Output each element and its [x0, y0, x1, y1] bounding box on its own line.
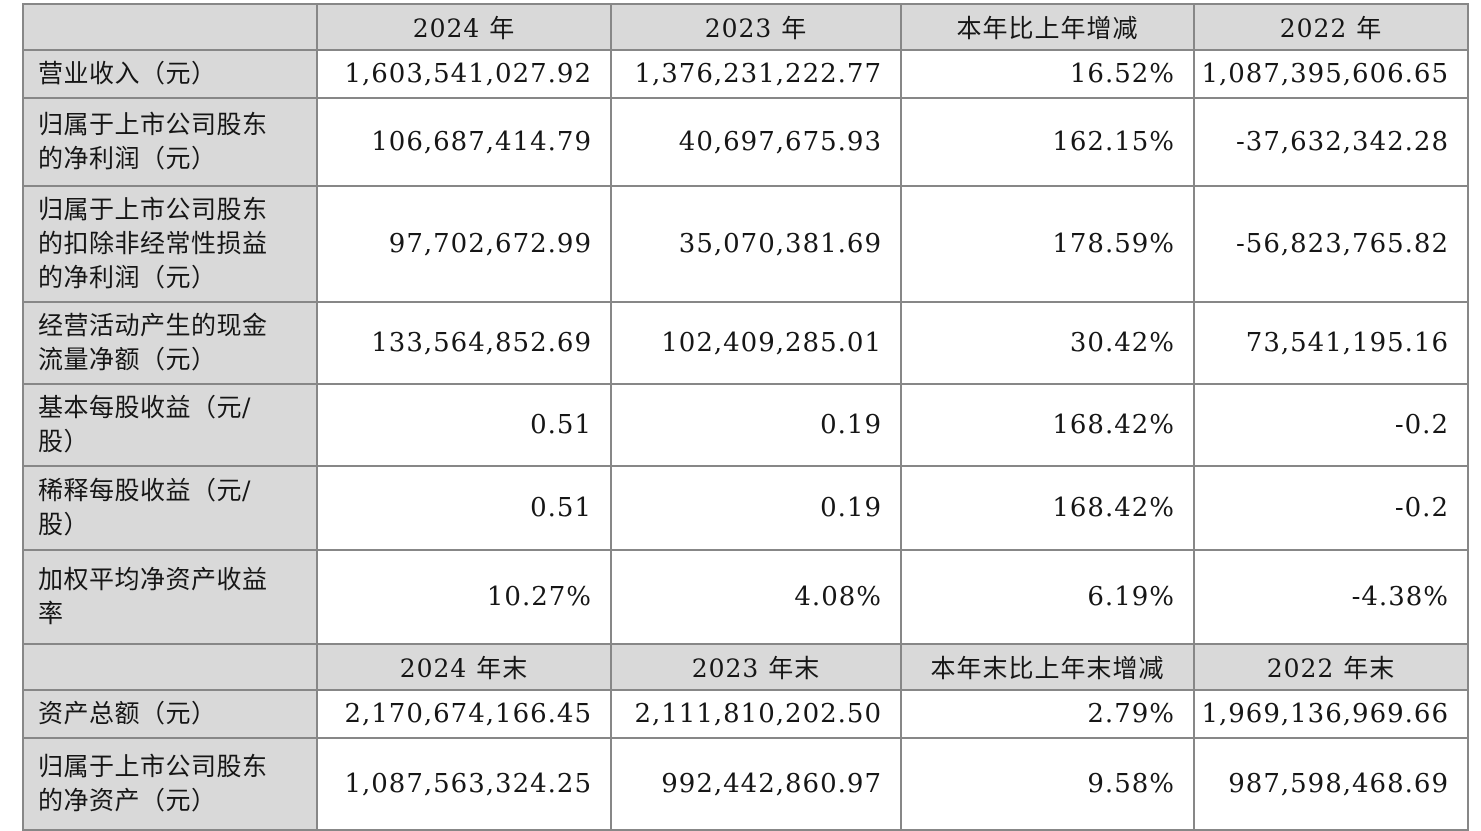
deducted-net-profit-value-2022: -56,823,765.82	[1193, 185, 1469, 303]
corner-cell-year-end	[22, 643, 318, 691]
row-label-weighted-avg-roe: 加权平均净资产收益 率	[22, 549, 318, 645]
row-label-net-profit-text: 归属于上市公司股东 的净利润（元）	[38, 110, 268, 173]
operating-cash-flow-yoy-change: 30.42%	[900, 301, 1195, 385]
weighted-avg-roe-value-2023: 4.08%	[610, 549, 902, 645]
diluted-eps-value-2024: 0.51	[316, 465, 612, 551]
revenue-value-2024: 1,603,541,027.92	[316, 49, 612, 99]
row-net-assets: 归属于上市公司股东 的净资产（元） 1,087,563,324.25 992,4…	[22, 737, 1469, 831]
basic-eps-value-2023: 0.19	[610, 383, 902, 467]
row-revenue: 营业收入（元） 1,603,541,027.92 1,376,231,222.7…	[22, 49, 1469, 99]
row-label-total-assets: 资产总额（元）	[22, 689, 318, 739]
net-profit-value-2024: 106,687,414.79	[316, 97, 612, 187]
operating-cash-flow-value-2023: 102,409,285.01	[610, 301, 902, 385]
deducted-net-profit-yoy-change: 178.59%	[900, 185, 1195, 303]
net-assets-value-2024: 1,087,563,324.25	[316, 737, 612, 831]
revenue-value-2022: 1,087,395,606.65	[1193, 49, 1469, 99]
operating-cash-flow-value-2022: 73,541,195.16	[1193, 301, 1469, 385]
basic-eps-value-2024: 0.51	[316, 383, 612, 467]
total-assets-value-2024: 2,170,674,166.45	[316, 689, 612, 739]
row-label-revenue: 营业收入（元）	[22, 49, 318, 99]
net-assets-value-2022: 987,598,468.69	[1193, 737, 1469, 831]
column-header-2024-year-end: 2024 年末	[316, 643, 612, 691]
row-deducted-net-profit: 归属于上市公司股东 的扣除非经常性损益 的净利润（元） 97,702,672.9…	[22, 185, 1469, 303]
deducted-net-profit-value-2024: 97,702,672.99	[316, 185, 612, 303]
column-header-year-end-change: 本年末比上年末增减	[900, 643, 1195, 691]
basic-eps-value-2022: -0.2	[1193, 383, 1469, 467]
row-label-basic-eps: 基本每股收益（元/ 股）	[22, 383, 318, 467]
total-assets-year-end-change: 2.79%	[900, 689, 1195, 739]
operating-cash-flow-value-2024: 133,564,852.69	[316, 301, 612, 385]
diluted-eps-value-2022: -0.2	[1193, 465, 1469, 551]
row-label-diluted-eps: 稀释每股收益（元/ 股）	[22, 465, 318, 551]
row-label-weighted-avg-roe-text: 加权平均净资产收益 率	[38, 565, 268, 628]
weighted-avg-roe-value-2022: -4.38%	[1193, 549, 1469, 645]
header-row-year-end: 2024 年末 2023 年末 本年末比上年末增减 2022 年末	[22, 643, 1469, 691]
net-assets-year-end-change: 9.58%	[900, 737, 1195, 831]
row-label-total-assets-text: 资产总额（元）	[38, 699, 217, 728]
column-header-2022-year-end: 2022 年末	[1193, 643, 1469, 691]
column-header-yoy-change: 本年比上年增减	[900, 3, 1195, 51]
corner-cell-annual	[22, 3, 318, 51]
basic-eps-yoy-change: 168.42%	[900, 383, 1195, 467]
net-profit-yoy-change: 162.15%	[900, 97, 1195, 187]
row-operating-cash-flow: 经营活动产生的现金 流量净额（元） 133,564,852.69 102,409…	[22, 301, 1469, 385]
row-label-diluted-eps-text: 稀释每股收益（元/ 股）	[38, 476, 251, 539]
row-label-deducted-net-profit-text: 归属于上市公司股东 的扣除非经常性损益 的净利润（元）	[38, 195, 268, 292]
row-net-profit: 归属于上市公司股东 的净利润（元） 106,687,414.79 40,697,…	[22, 97, 1469, 187]
row-label-net-assets: 归属于上市公司股东 的净资产（元）	[22, 737, 318, 831]
diluted-eps-value-2023: 0.19	[610, 465, 902, 551]
row-label-operating-cash-flow: 经营活动产生的现金 流量净额（元）	[22, 301, 318, 385]
diluted-eps-yoy-change: 168.42%	[900, 465, 1195, 551]
financial-summary-table: 2024 年 2023 年 本年比上年增减 2022 年 营业收入（元） 1,6…	[22, 3, 1469, 831]
net-assets-value-2023: 992,442,860.97	[610, 737, 902, 831]
column-header-2023: 2023 年	[610, 3, 902, 51]
row-diluted-eps: 稀释每股收益（元/ 股） 0.51 0.19 168.42% -0.2	[22, 465, 1469, 551]
total-assets-value-2022: 1,969,136,969.66	[1193, 689, 1469, 739]
total-assets-value-2023: 2,111,810,202.50	[610, 689, 902, 739]
weighted-avg-roe-value-2024: 10.27%	[316, 549, 612, 645]
weighted-avg-roe-yoy-change: 6.19%	[900, 549, 1195, 645]
row-label-basic-eps-text: 基本每股收益（元/ 股）	[38, 393, 251, 456]
row-label-revenue-text: 营业收入（元）	[38, 59, 217, 88]
column-header-2023-year-end: 2023 年末	[610, 643, 902, 691]
row-label-operating-cash-flow-text: 经营活动产生的现金 流量净额（元）	[38, 311, 268, 374]
row-total-assets: 资产总额（元） 2,170,674,166.45 2,111,810,202.5…	[22, 689, 1469, 739]
row-basic-eps: 基本每股收益（元/ 股） 0.51 0.19 168.42% -0.2	[22, 383, 1469, 467]
row-label-net-profit: 归属于上市公司股东 的净利润（元）	[22, 97, 318, 187]
header-row-annual: 2024 年 2023 年 本年比上年增减 2022 年	[22, 3, 1469, 51]
row-label-deducted-net-profit: 归属于上市公司股东 的扣除非经常性损益 的净利润（元）	[22, 185, 318, 303]
column-header-2024: 2024 年	[316, 3, 612, 51]
net-profit-value-2022: -37,632,342.28	[1193, 97, 1469, 187]
row-weighted-avg-roe: 加权平均净资产收益 率 10.27% 4.08% 6.19% -4.38%	[22, 549, 1469, 645]
row-label-net-assets-text: 归属于上市公司股东 的净资产（元）	[38, 752, 268, 815]
deducted-net-profit-value-2023: 35,070,381.69	[610, 185, 902, 303]
revenue-value-2023: 1,376,231,222.77	[610, 49, 902, 99]
column-header-2022: 2022 年	[1193, 3, 1469, 51]
net-profit-value-2023: 40,697,675.93	[610, 97, 902, 187]
revenue-yoy-change: 16.52%	[900, 49, 1195, 99]
